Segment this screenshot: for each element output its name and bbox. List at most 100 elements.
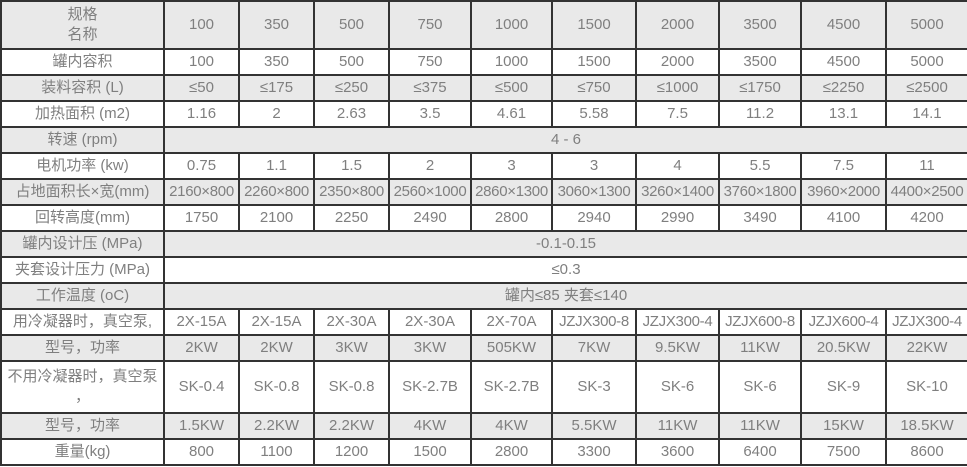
- table-row: 工作温度 (oC) 罐内≤85 夹套≤140: [0, 282, 967, 310]
- value-cell: 750: [388, 48, 472, 76]
- table-row: 型号，功率 1.5KW 2.2KW 2.2KW 4KW 4KW 5.5KW 11KW 11KW 1…: [0, 412, 967, 440]
- value-cell: 2.2KW: [313, 412, 390, 440]
- value-cell: SK-0.8: [313, 360, 390, 414]
- value-cell: 3500: [718, 48, 802, 76]
- value-cell: 1200: [313, 438, 390, 466]
- header-label-line: 规格: [67, 6, 98, 23]
- value-cell: 2250: [313, 204, 390, 232]
- value-cell: 2KW: [163, 334, 240, 362]
- column-header: 5000: [885, 0, 967, 50]
- merged-value-cell: 罐内≤85 夹套≤140: [163, 282, 967, 310]
- value-cell: 1.16: [163, 100, 240, 128]
- value-cell: 3: [551, 152, 637, 180]
- column-header: 100: [163, 0, 240, 50]
- table-row: 罐内设计压 (MPa) -0.1-0.15: [0, 230, 967, 258]
- value-cell: ≤2500: [885, 74, 967, 102]
- value-cell: 2260×800: [238, 178, 315, 206]
- table-row: 回转高度(mm) 1750 2100 2250 2490 2800 2940 2990 3490…: [0, 204, 967, 232]
- value-cell: 1750: [163, 204, 240, 232]
- row-label: 型号，功率: [0, 334, 165, 362]
- value-cell: 4: [635, 152, 720, 180]
- value-cell: 3600: [635, 438, 720, 466]
- row-label: 不用冷凝器时，真空泵 ，: [0, 360, 165, 414]
- value-cell: 4KW: [470, 412, 553, 440]
- row-label: 夹套设计压力 (MPa): [0, 256, 165, 284]
- row-label: 罐内容积: [0, 48, 165, 76]
- value-cell: SK-6: [718, 360, 802, 414]
- value-cell: 22KW: [885, 334, 967, 362]
- row-label: 用冷凝器时，真空泵,: [0, 308, 165, 336]
- value-cell: 3: [470, 152, 553, 180]
- column-header: 350: [238, 0, 315, 50]
- value-cell: 7KW: [551, 334, 637, 362]
- row-label: 电机功率 (kw): [0, 152, 165, 180]
- value-cell: 2X-30A: [388, 308, 472, 336]
- value-cell: 7.5: [635, 100, 720, 128]
- value-cell: 2100: [238, 204, 315, 232]
- value-cell: 13.1: [800, 100, 887, 128]
- value-cell: 3960×2000: [800, 178, 887, 206]
- value-cell: 3300: [551, 438, 637, 466]
- value-cell: 2800: [470, 438, 553, 466]
- table-row: 夹套设计压力 (MPa) ≤0.3: [0, 256, 967, 284]
- table-row: 罐内容积 100 350 500 750 1000 1500 2000 3500 4500 5000: [0, 48, 967, 76]
- value-cell: JZJX300-4: [885, 308, 967, 336]
- table-row: 占地面积长×宽(mm) 2160×800 2260×800 2350×800 2560×…: [0, 178, 967, 206]
- value-cell: 2940: [551, 204, 637, 232]
- row-label: 回转高度(mm): [0, 204, 165, 232]
- value-cell: SK-9: [800, 360, 887, 414]
- value-cell: 3490: [718, 204, 802, 232]
- table-row: 用冷凝器时，真空泵, 2X-15A 2X-15A 2X-30A 2X-30A 2X-70A…: [0, 308, 967, 336]
- value-cell: 14.1: [885, 100, 967, 128]
- merged-value-cell: ≤0.3: [163, 256, 967, 284]
- value-cell: 3760×1800: [718, 178, 802, 206]
- value-cell: 3060×1300: [551, 178, 637, 206]
- value-cell: 0.75: [163, 152, 240, 180]
- value-cell: 4.61: [470, 100, 553, 128]
- value-cell: 1500: [388, 438, 472, 466]
- column-header: 500: [313, 0, 390, 50]
- value-cell: 2X-30A: [313, 308, 390, 336]
- value-cell: ≤175: [238, 74, 315, 102]
- value-cell: 500: [313, 48, 390, 76]
- value-cell: 3KW: [313, 334, 390, 362]
- value-cell: 3.5: [388, 100, 472, 128]
- value-cell: 18.5KW: [885, 412, 967, 440]
- value-cell: 15KW: [800, 412, 887, 440]
- value-cell: 1.5: [313, 152, 390, 180]
- value-cell: 4400×2500: [885, 178, 967, 206]
- value-cell: ≤50: [163, 74, 240, 102]
- table-row: 型号，功率 2KW 2KW 3KW 3KW 505KW 7KW 9.5KW 11KW 20.5KW…: [0, 334, 967, 362]
- value-cell: 11KW: [635, 412, 720, 440]
- column-header: 3500: [718, 0, 802, 50]
- merged-value-cell: 4 - 6: [163, 126, 967, 154]
- value-cell: 1000: [470, 48, 553, 76]
- value-cell: 100: [163, 48, 240, 76]
- value-cell: 2: [238, 100, 315, 128]
- merged-value-cell: -0.1-0.15: [163, 230, 967, 258]
- table-row: 不用冷凝器时，真空泵， SK-0.4 SK-0.8 SK-0.8 SK-2.7B SK-2…: [0, 360, 967, 414]
- row-label: 装料容积 (L): [0, 74, 165, 102]
- value-cell: JZJX600-8: [718, 308, 802, 336]
- value-cell: SK-10: [885, 360, 967, 414]
- value-cell: 2350×800: [313, 178, 390, 206]
- table-row: 装料容积 (L) ≤50 ≤175 ≤250 ≤375 ≤500 ≤750 ≤1000 ≤175…: [0, 74, 967, 102]
- value-cell: 5.5KW: [551, 412, 637, 440]
- row-label: 转速 (rpm): [0, 126, 165, 154]
- value-cell: 5.5: [718, 152, 802, 180]
- value-cell: 505KW: [470, 334, 553, 362]
- row-label: 加热面积 (m2): [0, 100, 165, 128]
- row-label-line: ，: [74, 388, 90, 405]
- table-row: 电机功率 (kw) 0.75 1.1 1.5 2 3 3 4 5.5 7.5 11: [0, 152, 967, 180]
- value-cell: 1500: [551, 48, 637, 76]
- value-cell: 2KW: [238, 334, 315, 362]
- table-row: 转速 (rpm) 4 - 6: [0, 126, 967, 154]
- value-cell: 2X-15A: [238, 308, 315, 336]
- value-cell: 6400: [718, 438, 802, 466]
- value-cell: 1.1: [238, 152, 315, 180]
- spec-name-header-cell: 规格 名称: [0, 0, 165, 50]
- value-cell: ≤2250: [800, 74, 887, 102]
- value-cell: 1.5KW: [163, 412, 240, 440]
- value-cell: 7.5: [800, 152, 887, 180]
